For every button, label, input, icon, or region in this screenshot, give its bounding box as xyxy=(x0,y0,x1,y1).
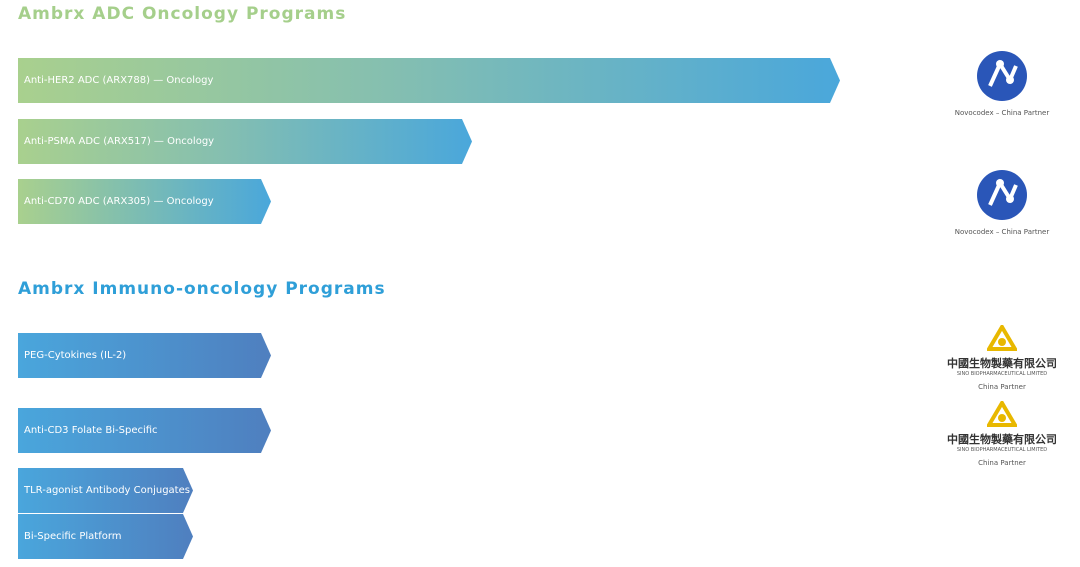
partner-caption: Novocodex – China Partner xyxy=(954,109,1050,117)
program-bar: Anti-HER2 ADC (ARX788) — Oncology xyxy=(18,58,840,103)
partner: 中國生物製藥有限公司 SINO BIOPHARMACEUTICAL LIMITE… xyxy=(937,399,1067,467)
program-bar: TLR-agonist Antibody Conjugates xyxy=(18,468,193,513)
novocodex-logo xyxy=(977,51,1027,101)
partner-name: 中國生物製藥有限公司 xyxy=(947,357,1057,370)
sino-logo xyxy=(985,399,1019,427)
partner-subname: SINO BIOPHARMACEUTICAL LIMITED xyxy=(956,371,1048,377)
partner-name: 中國生物製藥有限公司 xyxy=(947,433,1057,446)
partner: Novocodex – China Partner xyxy=(937,169,1067,236)
program-bar: Anti-CD3 Folate Bi-Specific xyxy=(18,408,271,453)
partner-caption: China Partner xyxy=(978,383,1026,391)
partner-caption: Novocodex – China Partner xyxy=(954,228,1050,236)
program-bar: Bi-Specific Platform xyxy=(18,514,193,559)
partner-subname: SINO BIOPHARMACEUTICAL LIMITED xyxy=(956,447,1048,453)
program-bar: Anti-PSMA ADC (ARX517) — Oncology xyxy=(18,119,472,164)
section-title: Ambrx Immuno-oncology Programs xyxy=(18,279,386,299)
program-bar: PEG-Cytokines (IL-2) xyxy=(18,333,271,378)
novocodex-logo xyxy=(977,170,1027,220)
sino-logo xyxy=(985,323,1019,351)
partner: 中國生物製藥有限公司 SINO BIOPHARMACEUTICAL LIMITE… xyxy=(937,323,1067,391)
program-bar: Anti-CD70 ADC (ARX305) — Oncology xyxy=(18,179,271,224)
section-title: Ambrx ADC Oncology Programs xyxy=(18,4,347,24)
partner-caption: China Partner xyxy=(978,459,1026,467)
partner: Novocodex – China Partner xyxy=(937,50,1067,117)
